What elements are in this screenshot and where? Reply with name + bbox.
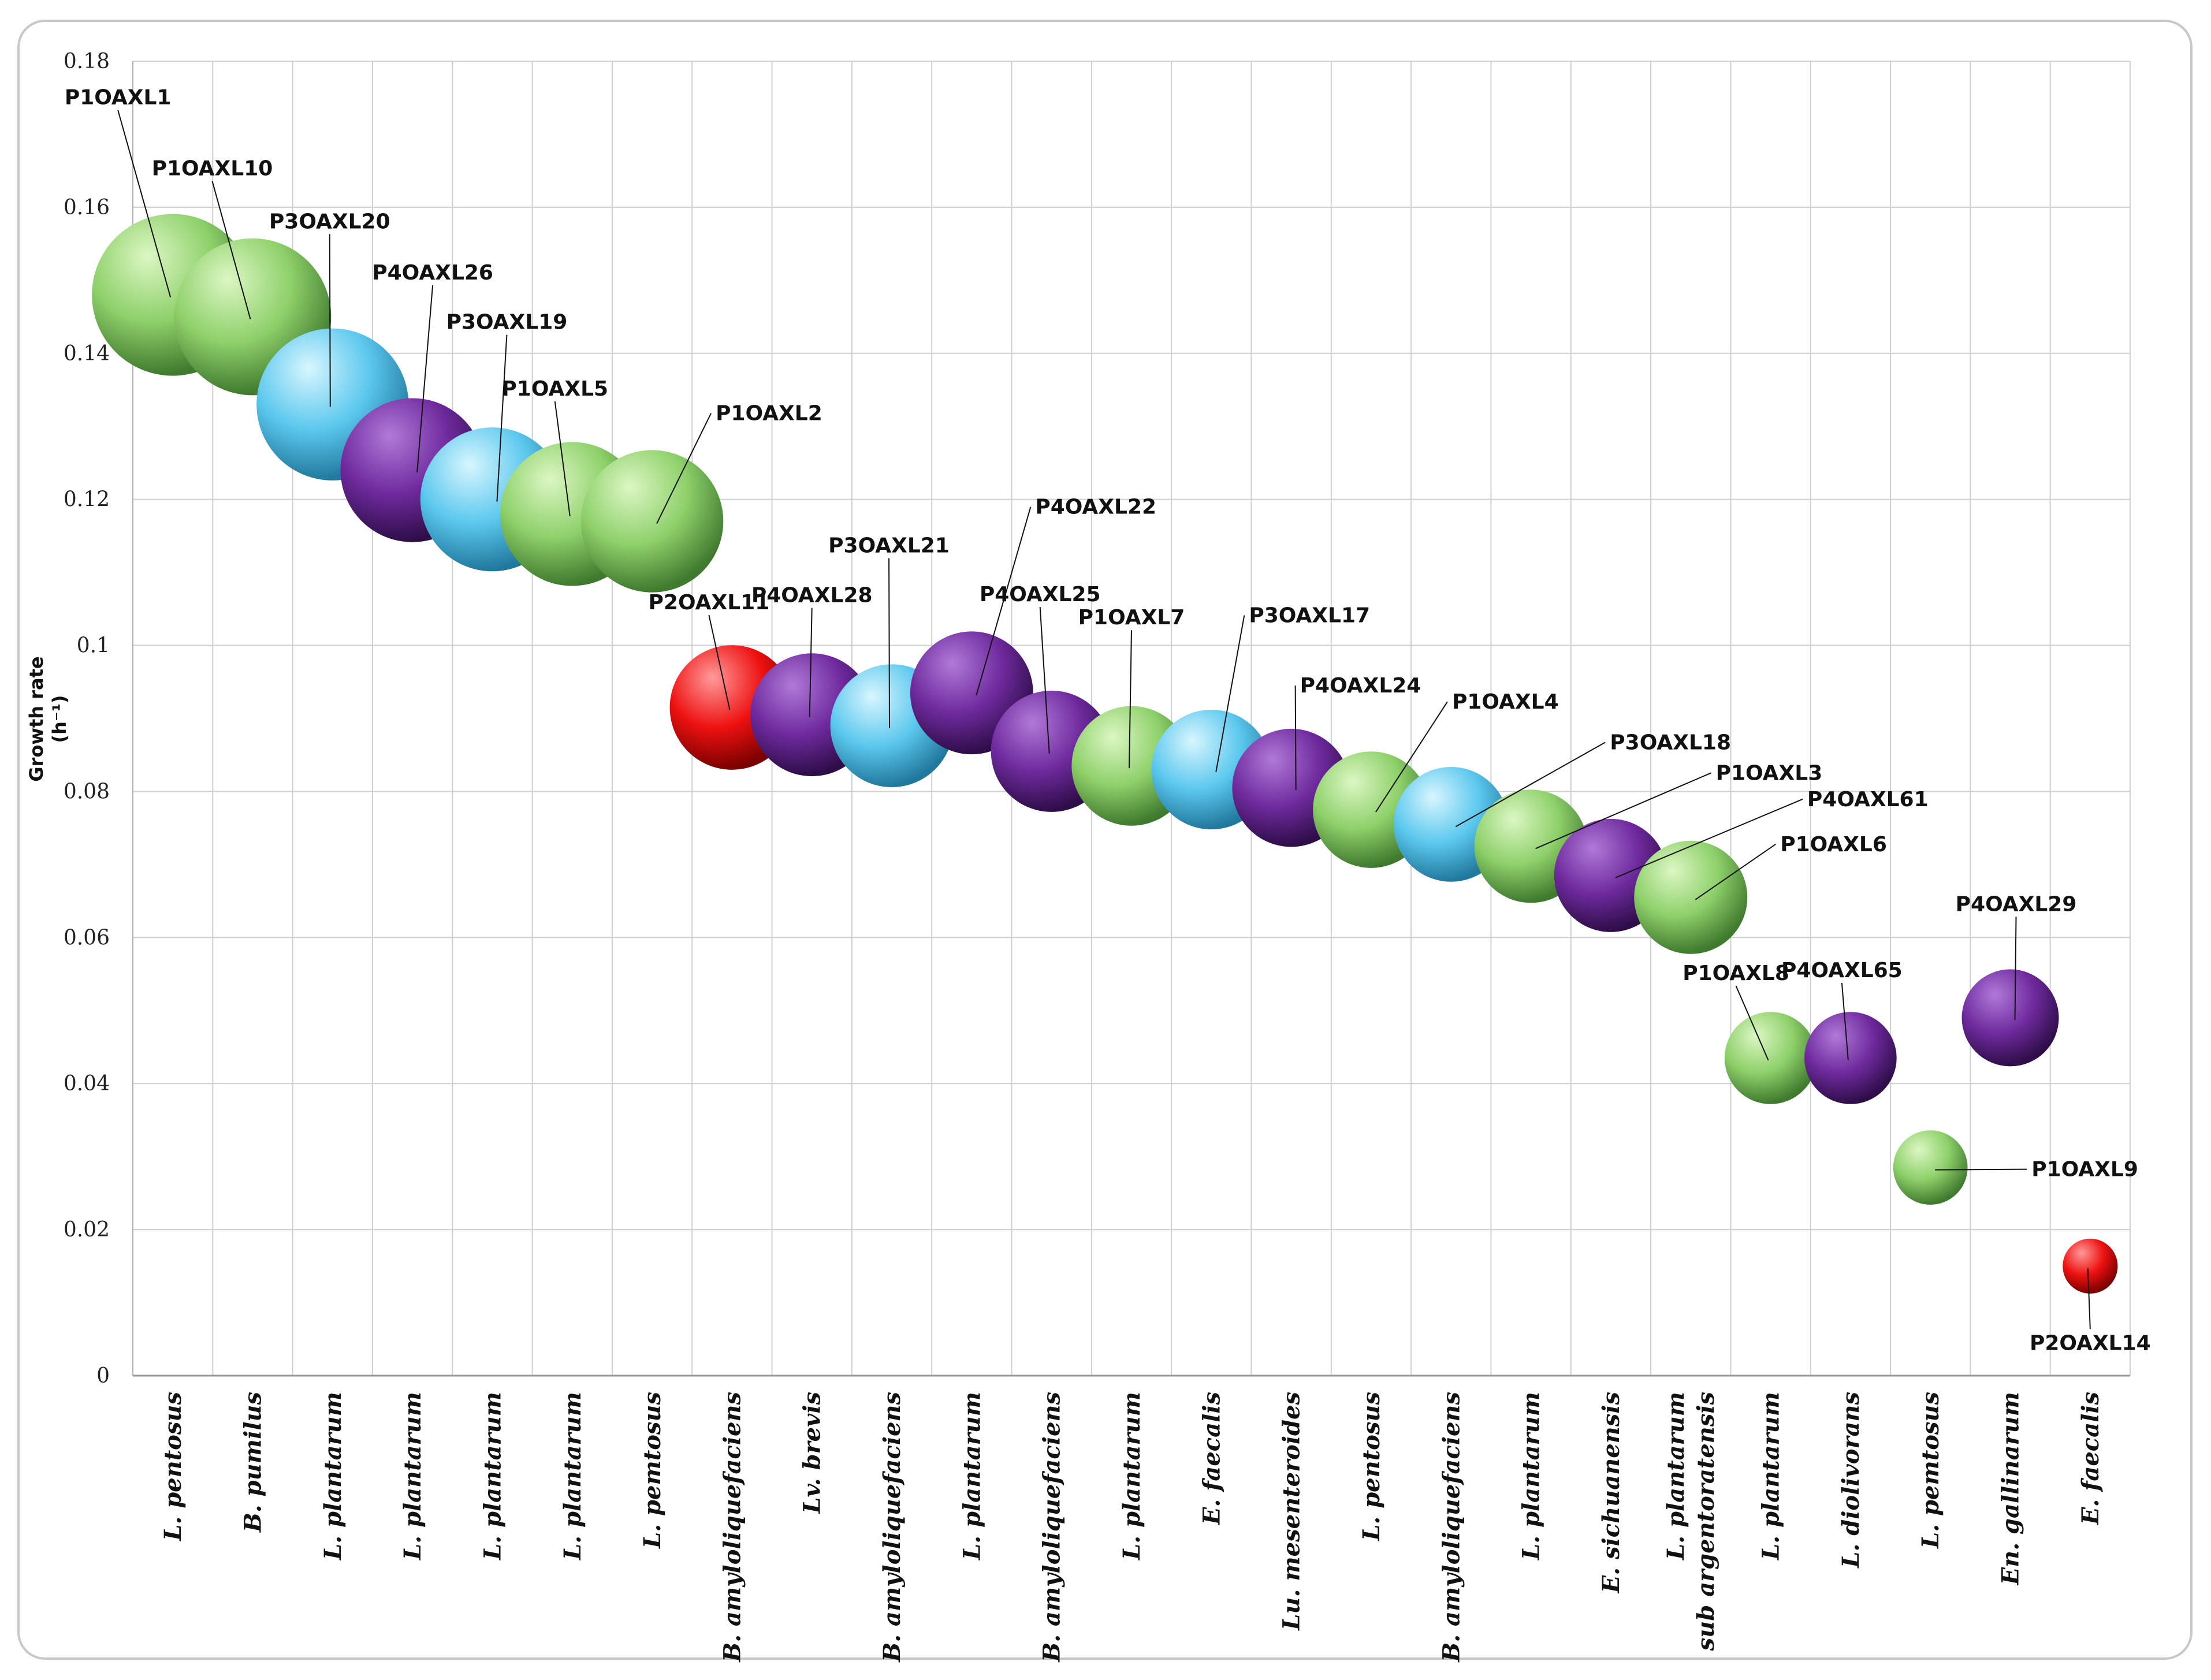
bubble-label: P4OAXL61 <box>1807 788 1929 811</box>
y-tick-label: 0.14 <box>64 342 110 366</box>
x-category-label: B. amyloliquefaciens <box>719 1392 746 1663</box>
x-category-label: L. pentosus <box>1358 1392 1385 1541</box>
leader-line <box>554 401 571 517</box>
x-category-label: L. plantarum <box>479 1392 506 1560</box>
bubble-label: P1OAXL1 <box>65 86 172 110</box>
y-axis-label: Growth rate (h⁻¹) <box>25 656 70 781</box>
bubble-label: P1OAXL10 <box>152 157 273 181</box>
leader-line <box>211 181 251 319</box>
x-category-label: Lv. brevis <box>799 1392 826 1514</box>
bubble <box>1893 1130 1968 1205</box>
x-category-label: L. plantarum <box>319 1392 347 1560</box>
x-category-label: L. plantarum <box>559 1392 586 1560</box>
x-category-label: L. plantarum <box>1518 1392 1545 1560</box>
bubble <box>1961 969 2059 1067</box>
bubbles <box>92 214 2118 1294</box>
x-category-label: B. pumilus <box>239 1392 266 1533</box>
bubble-label: P1OAXL2 <box>716 402 822 426</box>
bubble-label: P3OAXL17 <box>1249 604 1370 628</box>
bubble-label: P1OAXL5 <box>501 377 608 401</box>
x-category-label: B. amyloliquefaciens <box>879 1392 906 1663</box>
x-category-label: B. amyloliquefaciens <box>1038 1392 1066 1663</box>
bubble <box>2063 1238 2118 1294</box>
y-tick-label: 0.08 <box>64 780 110 803</box>
bubble-label: P4OAXL24 <box>1300 674 1421 698</box>
leader-line <box>809 608 813 717</box>
x-category-label: E. faecalis <box>1198 1392 1225 1525</box>
bubble <box>580 450 724 593</box>
x-category-label: L. pentosus <box>159 1392 187 1541</box>
y-tick-label: 0.16 <box>64 196 110 219</box>
y-tick-label: 0.02 <box>64 1218 110 1242</box>
bubble-label: P2OAXL11 <box>649 591 770 614</box>
y-tick-label: 0.18 <box>64 50 110 73</box>
leader-line <box>416 285 434 473</box>
y-tick-label: 0.04 <box>64 1072 110 1096</box>
x-category-label: L. plantarum <box>1118 1392 1145 1560</box>
bubble-label: P3OAXL20 <box>269 210 390 233</box>
leader-line <box>2014 917 2017 1020</box>
leader-line <box>1535 772 1711 850</box>
x-category-label: L. plantarum sub argentoratensis <box>1662 1392 1719 1651</box>
leader-line <box>117 110 172 297</box>
leader-line <box>1841 982 1849 1061</box>
bubble-label: P1OAXL6 <box>1780 833 1887 856</box>
leader-line <box>1935 1168 2027 1171</box>
leader-lines <box>117 110 2091 1329</box>
bubble <box>1804 1012 1897 1104</box>
bubble-label: P4OAXL29 <box>1956 892 2077 916</box>
bubble-label: P1OAXL9 <box>2031 1158 2138 1182</box>
chart-frame <box>17 20 2193 1660</box>
bubble-label: P3OAXL21 <box>828 534 950 558</box>
leader-line <box>1615 798 1803 878</box>
y-axis-title-line2: (h⁻¹) <box>49 695 70 743</box>
bubble-label: P1OAXL7 <box>1078 606 1185 629</box>
leader-line <box>2087 1268 2091 1329</box>
bubble-label: P4OAXL26 <box>372 261 493 285</box>
leader-line <box>708 614 731 710</box>
bubble-label: P1OAXL4 <box>1452 690 1559 714</box>
bubble-labels: P1OAXL1 P1OAXL10 P3OAXL20 P4OAXL26 P3OAXL19 P… <box>65 86 2151 1355</box>
x-category-label: Lu. mesenteroides <box>1278 1392 1305 1631</box>
leader-line <box>656 413 712 524</box>
bubble-label: P3OAXL19 <box>446 311 568 334</box>
bubble-label: P2OAXL14 <box>2030 1331 2151 1355</box>
leader-line <box>1735 985 1769 1061</box>
y-axis-ticks: 0 0.02 0.04 0.06 0.08 0.1 0.12 0.14 0.16 0.18 <box>64 50 110 1388</box>
leader-line <box>976 506 1032 696</box>
x-axis-category-labels: L. pentosus B. pumilus L. plantarum L. plan… <box>159 1392 2104 1663</box>
y-tick-label: 0 <box>96 1364 110 1388</box>
x-category-label: L. diolivorans <box>1837 1392 1864 1569</box>
bubble-label: P1OAXL8 <box>1683 962 1789 985</box>
bubble <box>1724 1012 1817 1104</box>
leader-line <box>1695 843 1776 900</box>
bubble-label: P3OAXL18 <box>1610 731 1731 754</box>
leader-line <box>1039 606 1050 754</box>
y-axis-title-line1: Growth rate <box>25 656 47 781</box>
y-tick-label: 0.1 <box>77 634 110 658</box>
x-category-label: En. gallinarum <box>1997 1392 2024 1585</box>
y-tick-label: 0.12 <box>64 488 110 512</box>
x-category-label: L. plantarum <box>399 1392 426 1560</box>
x-category-label: L. pemtosus <box>1917 1392 1944 1549</box>
bubble <box>1634 840 1748 954</box>
leader-line <box>1375 701 1448 813</box>
bubble-label: P4OAXL65 <box>1781 959 1903 982</box>
leader-line <box>1129 630 1132 769</box>
y-tick-label: 0.06 <box>64 926 110 949</box>
bubble-label: P4OAXL25 <box>980 583 1101 606</box>
bubble-label: P4OAXL28 <box>751 584 873 608</box>
x-category-label: L. plantarum <box>1758 1392 1785 1560</box>
x-category-label: E. faecalis <box>2077 1392 2104 1525</box>
x-category-label: E. sichuanensis <box>1598 1392 1625 1593</box>
bubble-label: P1OAXL3 <box>1716 761 1823 785</box>
leader-line <box>496 334 508 502</box>
x-category-label: B. amyloliquefaciens <box>1438 1392 1465 1663</box>
x-category-label: L. plantarum <box>958 1392 985 1560</box>
leader-line <box>1455 742 1606 828</box>
bubble-label: P4OAXL22 <box>1035 496 1156 519</box>
leader-line <box>1215 615 1245 772</box>
x-category-label: L. pemtosus <box>639 1392 666 1549</box>
